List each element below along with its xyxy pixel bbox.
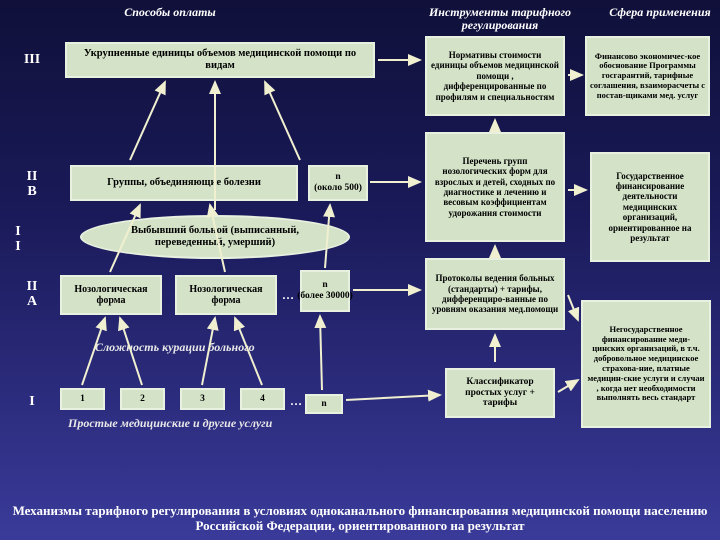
box-groups: Группы, объединяющие болезни: [70, 165, 298, 201]
box-n30000: n (более 30000): [300, 270, 350, 312]
box-norms: Нормативы стоимости единицы объемов меди…: [425, 36, 565, 116]
box-financial: Финансово экономичес-кое обоснование Про…: [585, 36, 710, 116]
roman-iia: II A: [18, 280, 46, 309]
roman-iib: II B: [18, 170, 46, 199]
box-protocols: Протоколы ведения больных (стандарты) + …: [425, 258, 565, 330]
roman-i: I: [18, 395, 46, 410]
box-private: Негосударственное финансирование меди-ци…: [581, 300, 711, 428]
box-list: Перечень групп нозологических форм для в…: [425, 132, 565, 242]
box-n500: n (около 500): [308, 165, 368, 201]
box-2: 2: [120, 388, 165, 410]
box-1: 1: [60, 388, 105, 410]
ellipse-discharged: Выбывший больной (выписанный, переведенн…: [80, 215, 350, 259]
dots-noz: …: [282, 288, 294, 303]
header-instruments: Инструменты тарифного регулирования: [400, 6, 600, 32]
roman-ii: I I: [4, 225, 32, 254]
box-government: Государственное финансирование деятельно…: [590, 152, 710, 262]
header-row: Способы оплаты Инструменты тарифного рег…: [0, 6, 720, 32]
box-4: 4: [240, 388, 285, 410]
box-classifier: Классификатор простых услуг + тарифы: [445, 368, 555, 418]
box-noz1: Нозологическая форма: [60, 275, 162, 315]
caption: Механизмы тарифного регулирования в усло…: [10, 503, 710, 534]
label-simple: Простые медицинские и другие услуги: [68, 416, 272, 431]
header-sphere: Сфера применения: [600, 6, 720, 32]
label-complexity: Сложность курации больного: [95, 340, 255, 355]
roman-iii: III: [18, 53, 46, 68]
box-n: n: [305, 394, 343, 414]
header-payment: Способы оплаты: [0, 6, 340, 32]
box-noz2: Нозологическая форма: [175, 275, 277, 315]
dots-n: …: [290, 394, 302, 409]
box-3: 3: [180, 388, 225, 410]
box-aggregated-units: Укрупненные единицы объемов медицинской …: [65, 42, 375, 78]
